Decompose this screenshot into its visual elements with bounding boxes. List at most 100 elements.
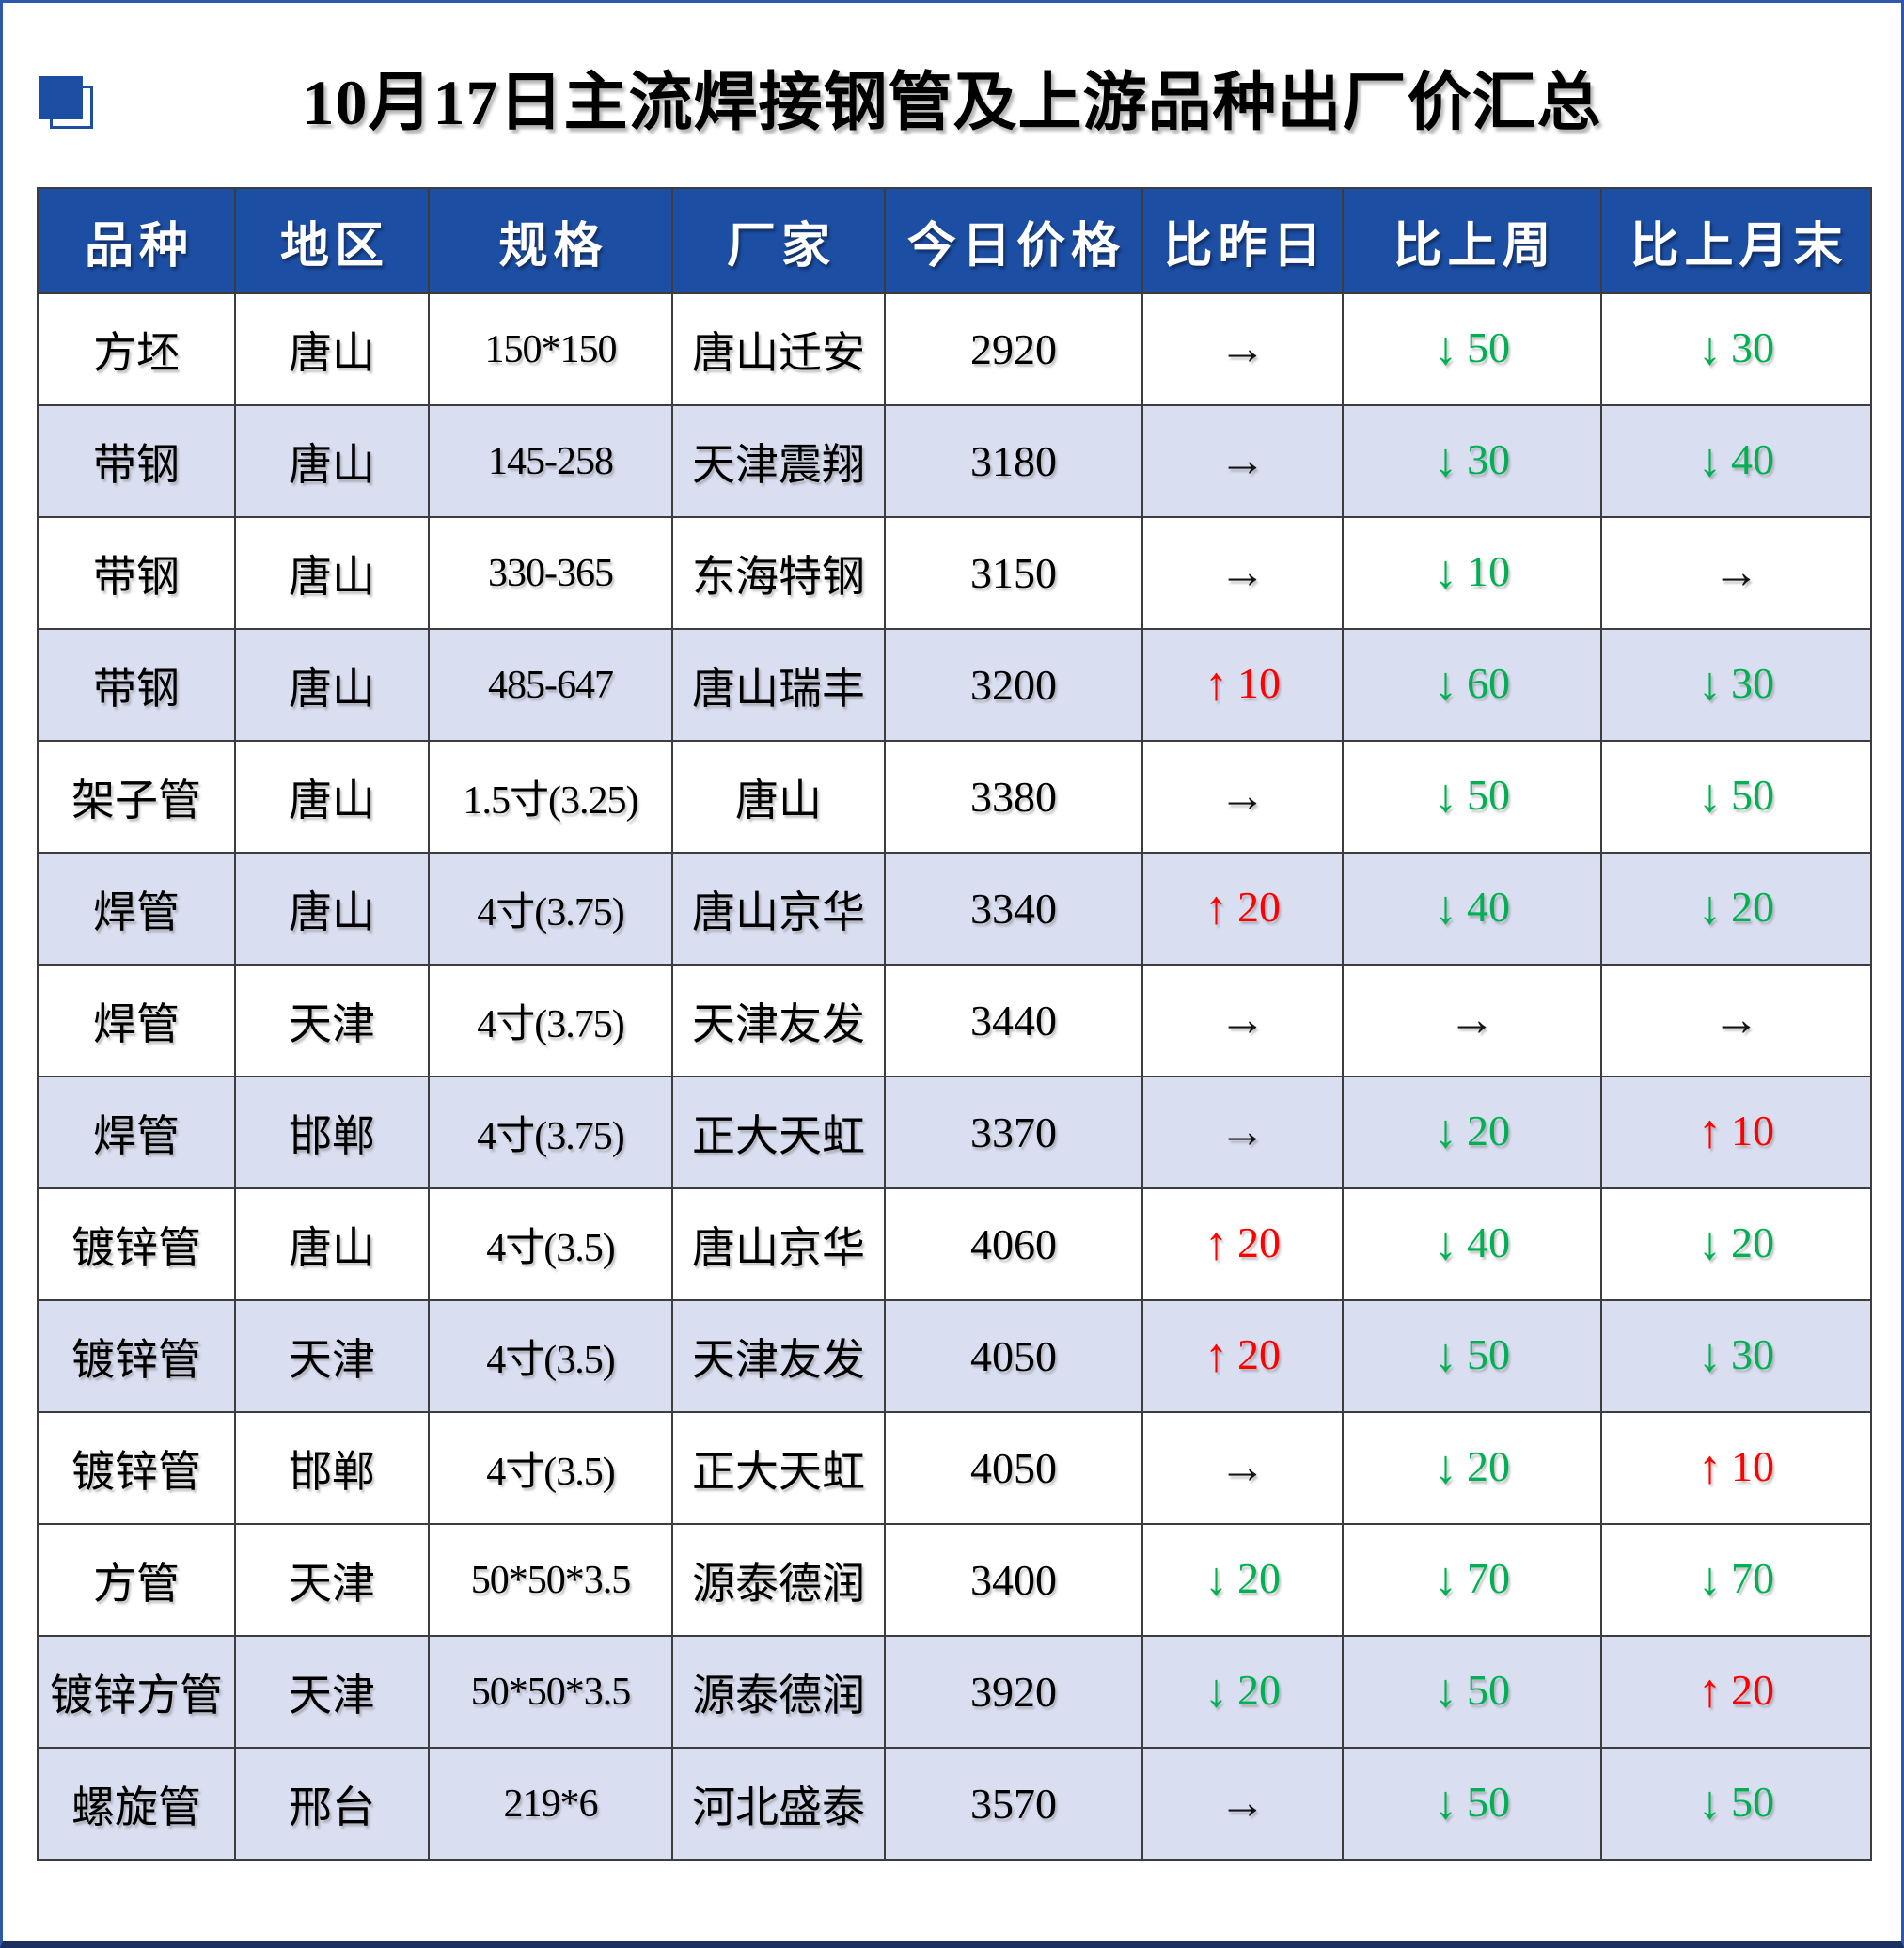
change-indicator: → [1220, 1108, 1267, 1155]
factory-cell: 唐山京华 [671, 1187, 886, 1301]
change-value: 20 [1731, 883, 1774, 931]
price-cell: 3180 [884, 404, 1143, 518]
table-row: 方管 天津 50*50*3.5 源泰德润 3400 ↓ 20 ↓ 70 ↓ 70 [37, 1523, 1872, 1637]
vs-month-end-cell: ↓ 30 [1600, 1299, 1872, 1413]
change-indicator: ↓ 50 [1434, 772, 1510, 819]
spec-cell: 150*150 [428, 292, 673, 406]
vs-month-end-cell: → [1600, 964, 1872, 1077]
vs-yesterday-cell: ↑ 20 [1141, 852, 1344, 966]
table-row: 焊管 邯郸 4寸(3.75) 正大天虹 3370 → ↓ 20 ↑ 10 [37, 1076, 1872, 1189]
col-header-spec: 规格 [428, 187, 673, 294]
vs-last-week-cell: ↓ 50 [1342, 292, 1602, 406]
price-cell: 3570 [884, 1747, 1143, 1861]
factory-cell: 天津友发 [671, 1299, 886, 1413]
page-title: 10月17日主流焊接钢管及上游品种出厂价汇总 [302, 67, 1602, 138]
region-cell: 天津 [234, 1635, 430, 1749]
table-row: 螺旋管 邢台 219*6 河北盛泰 3570 → ↓ 50 ↓ 50 [37, 1747, 1872, 1861]
vs-month-end-cell: ↓ 70 [1600, 1523, 1872, 1637]
factory-cell: 唐山瑞丰 [671, 628, 886, 742]
change-value: 30 [1731, 659, 1774, 707]
vs-yesterday-cell: → [1141, 516, 1344, 630]
change-indicator: → [1220, 324, 1267, 371]
factory-cell: 源泰德润 [671, 1635, 886, 1749]
price-cell: 3150 [884, 516, 1143, 630]
down-arrow-icon: ↓ [1434, 657, 1457, 710]
change-indicator: ↓ 30 [1698, 1331, 1774, 1378]
change-value: 60 [1467, 659, 1510, 707]
change-value: 20 [1731, 1218, 1774, 1266]
change-value: 50 [1731, 1778, 1774, 1826]
col-header-variety: 品种 [37, 187, 236, 294]
change-value: 40 [1467, 883, 1510, 931]
change-indicator: ↓ 30 [1698, 660, 1774, 707]
up-arrow-icon: ↑ [1698, 1664, 1722, 1717]
flat-arrow-icon: → [1712, 993, 1760, 1045]
change-value: 10 [1731, 1442, 1774, 1490]
down-arrow-icon: ↓ [1434, 1440, 1457, 1493]
flat-arrow-icon: → [1219, 545, 1267, 598]
down-arrow-icon: ↓ [1434, 1217, 1457, 1269]
change-value: 50 [1467, 1778, 1510, 1826]
down-arrow-icon: ↓ [1698, 657, 1722, 710]
region-cell: 邢台 [234, 1747, 430, 1861]
flat-arrow-icon: → [1219, 1440, 1267, 1493]
vs-last-week-cell: ↓ 60 [1342, 628, 1602, 742]
vs-yesterday-cell: → [1141, 1076, 1344, 1189]
factory-cell: 正大天虹 [671, 1076, 886, 1189]
table-row: 镀锌管 邯郸 4寸(3.5) 正大天虹 4050 → ↓ 20 ↑ 10 [37, 1411, 1872, 1525]
down-arrow-icon: ↓ [1698, 881, 1722, 934]
change-indicator: ↓ 50 [1698, 772, 1774, 819]
vs-month-end-cell: ↑ 10 [1600, 1411, 1872, 1525]
change-indicator: ↓ 20 [1434, 1443, 1510, 1490]
down-arrow-icon: ↓ [1698, 1217, 1722, 1269]
table-row: 镀锌管 唐山 4寸(3.5) 唐山京华 4060 ↑ 20 ↓ 40 ↓ 20 [37, 1187, 1872, 1301]
factory-cell: 唐山 [671, 740, 886, 854]
change-indicator: ↓ 50 [1434, 1779, 1510, 1826]
variety-cell: 镀锌方管 [37, 1635, 236, 1749]
factory-cell: 唐山迁安 [671, 292, 886, 406]
spec-cell: 1.5寸(3.25) [428, 740, 673, 854]
price-cell: 3200 [884, 628, 1143, 742]
down-arrow-icon: ↓ [1698, 433, 1722, 486]
change-value: 50 [1731, 771, 1774, 819]
flat-arrow-icon: → [1219, 1776, 1267, 1829]
change-indicator: ↓ 70 [1434, 1555, 1510, 1602]
change-value: 40 [1467, 1218, 1510, 1266]
change-value: 20 [1731, 1666, 1774, 1714]
variety-cell: 方管 [37, 1523, 236, 1637]
variety-cell: 带钢 [37, 404, 236, 518]
spec-cell: 4寸(3.75) [428, 852, 673, 966]
table-row: 焊管 天津 4寸(3.75) 天津友发 3440 → → → [37, 964, 1872, 1077]
price-table: 品种 地区 规格 厂家 今日价格 比昨日 比上周 比上月末 方坯 唐山 150*15… [37, 187, 1872, 1861]
factory-cell: 唐山京华 [671, 852, 886, 966]
vs-last-week-cell: ↓ 50 [1342, 740, 1602, 854]
vs-yesterday-cell: → [1141, 292, 1344, 406]
change-value: 20 [1237, 883, 1281, 931]
factory-cell: 源泰德润 [671, 1523, 886, 1637]
vs-month-end-cell: ↑ 10 [1600, 1076, 1872, 1189]
vs-yesterday-cell: ↓ 20 [1141, 1635, 1344, 1749]
up-arrow-icon: ↑ [1698, 1440, 1722, 1493]
vs-month-end-cell: ↓ 50 [1600, 1747, 1872, 1861]
vs-month-end-cell: ↑ 20 [1600, 1635, 1872, 1749]
up-arrow-icon: ↑ [1204, 1328, 1228, 1381]
table-row: 架子管 唐山 1.5寸(3.25) 唐山 3380 → ↓ 50 ↓ 50 [37, 740, 1872, 854]
factory-cell: 东海特钢 [671, 516, 886, 630]
price-cell: 3340 [884, 852, 1143, 966]
price-cell: 3370 [884, 1076, 1143, 1189]
price-cell: 3400 [884, 1523, 1143, 1637]
spec-cell: 485-647 [428, 628, 673, 742]
region-cell: 天津 [234, 1299, 430, 1413]
change-indicator: ↑ 10 [1204, 660, 1281, 707]
change-indicator: ↑ 20 [1204, 884, 1281, 931]
vs-month-end-cell: ↓ 30 [1600, 292, 1872, 406]
spec-cell: 50*50*3.5 [428, 1523, 673, 1637]
table-row: 带钢 唐山 485-647 唐山瑞丰 3200 ↑ 10 ↓ 60 ↓ 30 [37, 628, 1872, 742]
factory-cell: 正大天虹 [671, 1411, 886, 1525]
spec-cell: 4寸(3.5) [428, 1187, 673, 1301]
price-cell: 3440 [884, 964, 1143, 1077]
up-arrow-icon: ↑ [1204, 1217, 1228, 1269]
change-indicator: ↓ 20 [1204, 1555, 1281, 1602]
vs-month-end-cell: ↓ 40 [1600, 404, 1872, 518]
change-value: 10 [1467, 547, 1510, 595]
